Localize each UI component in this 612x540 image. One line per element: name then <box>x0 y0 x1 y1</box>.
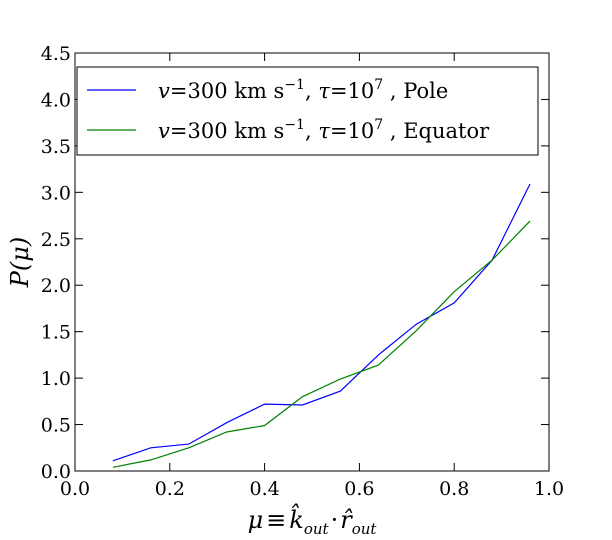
x-axis-label: μ ≡ k̂out·r̂out <box>248 503 378 538</box>
x-tick-label: 0.8 <box>439 478 469 500</box>
y-tick-label: 2.5 <box>41 229 71 251</box>
y-tick-label: 4.5 <box>41 43 71 65</box>
y-tick-label: 4.0 <box>41 89 71 111</box>
y-axis-label: P(μ) <box>6 237 34 288</box>
plot-frame <box>74 52 550 472</box>
x-tick-label: 1.0 <box>534 478 564 500</box>
x-tick-label: 0.4 <box>249 478 279 500</box>
series-line-equator <box>112 220 531 468</box>
y-tick-label: 0.0 <box>41 461 71 483</box>
y-tick-label: 0.5 <box>41 415 71 437</box>
y-tick-label: 3.0 <box>41 182 71 204</box>
x-tick-label: 0.2 <box>155 478 185 500</box>
legend: v=300 km s−1, τ=107 , Pole v=300 km s−1,… <box>76 66 539 156</box>
legend-label-equator: v=300 km s−1, τ=107 , Equator <box>158 117 490 143</box>
series-layer <box>112 183 531 468</box>
x-tick-label: 0.0 <box>60 478 90 500</box>
y-tick-label: 1.0 <box>41 368 71 390</box>
y-tick-labels: 0.0 0.5 1.0 1.5 2.0 2.5 3.0 3.5 4.0 4.5 <box>41 43 71 483</box>
x-tick-label: 0.6 <box>344 478 374 500</box>
y-tick-label: 2.0 <box>41 275 71 297</box>
legend-label-pole: v=300 km s−1, τ=107 , Pole <box>158 77 448 103</box>
y-tick-label: 3.5 <box>41 136 71 158</box>
x-tick-labels: 0.0 0.2 0.4 0.6 0.8 1.0 <box>60 478 564 500</box>
y-tick-label: 1.5 <box>41 322 71 344</box>
series-line-pole <box>112 183 531 462</box>
legend-box <box>76 66 539 156</box>
